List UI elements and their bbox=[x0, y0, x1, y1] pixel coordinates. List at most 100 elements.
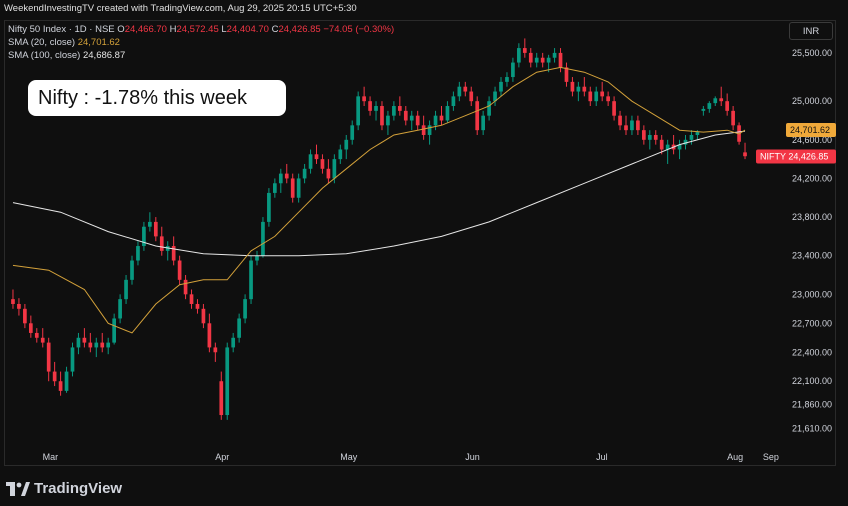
candle-body bbox=[380, 106, 384, 126]
candle-body bbox=[112, 318, 116, 343]
change-value: −74.05 (−0.30%) bbox=[323, 24, 395, 35]
candle-body bbox=[445, 106, 450, 121]
created-with-caption: WeekendInvestingTV created with TradingV… bbox=[4, 3, 357, 14]
candle-body bbox=[100, 342, 105, 348]
candle-body bbox=[457, 86, 462, 97]
candle-body bbox=[683, 139, 688, 145]
candle-body bbox=[356, 96, 361, 126]
candle-body bbox=[148, 221, 152, 227]
candle-body bbox=[23, 308, 27, 324]
x-tick-label: Mar bbox=[43, 452, 59, 462]
candle-body bbox=[647, 134, 652, 140]
candle-body bbox=[433, 115, 438, 126]
candle-body bbox=[576, 86, 581, 92]
candle-body bbox=[249, 260, 253, 300]
x-tick-label: Apr bbox=[215, 452, 229, 462]
candle-body bbox=[558, 52, 563, 68]
candle-body bbox=[397, 106, 402, 111]
sma20-value: 24,701.62 bbox=[77, 37, 120, 48]
candle-body bbox=[659, 139, 664, 150]
candle-body bbox=[58, 381, 63, 391]
y-tick-label: 24,600.00 bbox=[792, 135, 832, 145]
y-tick-label: 23,400.00 bbox=[792, 251, 832, 261]
candle-body bbox=[28, 323, 33, 333]
candle-body bbox=[403, 110, 408, 121]
candle-body bbox=[344, 139, 349, 150]
candle-body bbox=[743, 152, 747, 157]
y-tick-label: 23,800.00 bbox=[792, 212, 832, 222]
candle-body bbox=[40, 337, 45, 343]
candle-body bbox=[326, 168, 331, 179]
candle-body bbox=[130, 260, 134, 280]
tradingview-footer[interactable]: TradingView bbox=[6, 480, 122, 497]
symbol-line: Nifty 50 Index · 1D · NSE bbox=[8, 24, 115, 35]
x-tick-label: May bbox=[340, 452, 358, 462]
candle-body bbox=[136, 246, 140, 261]
y-tick-label: 22,700.00 bbox=[792, 318, 832, 328]
candle-body bbox=[546, 57, 551, 63]
candle-body bbox=[362, 96, 366, 102]
moving-averages bbox=[12, 66, 746, 334]
candle-body bbox=[540, 57, 545, 63]
sma20-legend[interactable]: SMA (20, close) 24,701.62 bbox=[8, 37, 120, 48]
candle-body bbox=[642, 130, 646, 140]
currency-button[interactable]: INR bbox=[789, 22, 833, 40]
candle-body bbox=[308, 154, 313, 169]
candle-body bbox=[475, 101, 480, 131]
candles bbox=[11, 38, 747, 420]
candle-body bbox=[570, 81, 575, 92]
candle-body bbox=[511, 62, 515, 78]
candle-body bbox=[624, 125, 628, 131]
candle-body bbox=[582, 86, 587, 92]
candle-body bbox=[481, 115, 485, 131]
candle-body bbox=[189, 294, 194, 304]
badge-label: NIFTY 24,426.85 bbox=[760, 152, 828, 162]
candle-body bbox=[665, 144, 670, 150]
candle-body bbox=[314, 154, 319, 160]
candle-body bbox=[11, 299, 15, 304]
candle-body bbox=[731, 110, 735, 126]
candle-body bbox=[677, 144, 682, 150]
candle-body bbox=[719, 98, 724, 102]
candle-body bbox=[201, 308, 206, 324]
close-value: 24,426.85 bbox=[278, 24, 321, 35]
candle-body bbox=[70, 347, 75, 372]
sma20-badge bbox=[786, 122, 836, 137]
candle-body bbox=[552, 52, 557, 58]
sma20-line bbox=[12, 66, 746, 334]
x-axis: Mar Apr May Jun Jul Aug Sep bbox=[43, 452, 779, 462]
y-tick-label: 25,000.00 bbox=[792, 96, 832, 106]
candle-body bbox=[124, 279, 128, 300]
candle-body bbox=[463, 86, 468, 92]
y-tick-label: 22,100.00 bbox=[792, 376, 832, 386]
candle-body bbox=[493, 91, 497, 102]
candle-body bbox=[46, 342, 51, 372]
candle-body bbox=[320, 159, 325, 169]
candle-body bbox=[142, 226, 146, 247]
sma100-legend[interactable]: SMA (100, close) 24,686.87 bbox=[8, 50, 125, 61]
high-label: H bbox=[169, 24, 177, 35]
candle-body bbox=[284, 173, 289, 179]
candle-body bbox=[237, 318, 241, 338]
y-tick-label: 23,000.00 bbox=[792, 289, 832, 299]
symbol-legend[interactable]: Nifty 50 Index · 1D · NSE O24,466.70 H24… bbox=[8, 24, 394, 35]
candle-body bbox=[17, 303, 21, 309]
low-label: L bbox=[221, 24, 227, 35]
price-badges: 24,701.62 NIFTY 24,426.85 bbox=[756, 122, 836, 164]
open-label: O bbox=[117, 24, 125, 35]
candle-body bbox=[451, 96, 456, 107]
candle-body bbox=[177, 260, 182, 280]
candle-body bbox=[409, 115, 414, 121]
candle-body bbox=[725, 101, 730, 111]
candle-body bbox=[594, 91, 599, 102]
candle-body bbox=[219, 381, 224, 416]
candle-body bbox=[302, 168, 307, 179]
candle-body bbox=[606, 96, 610, 102]
y-axis: 21,610.00 21,860.00 22,100.00 22,400.00 22,7… bbox=[792, 48, 832, 434]
tradingview-brand: TradingView bbox=[34, 480, 123, 497]
candle-body bbox=[368, 101, 372, 111]
candle-body bbox=[159, 236, 164, 251]
candle-body bbox=[612, 101, 616, 116]
candle-body bbox=[427, 125, 432, 135]
